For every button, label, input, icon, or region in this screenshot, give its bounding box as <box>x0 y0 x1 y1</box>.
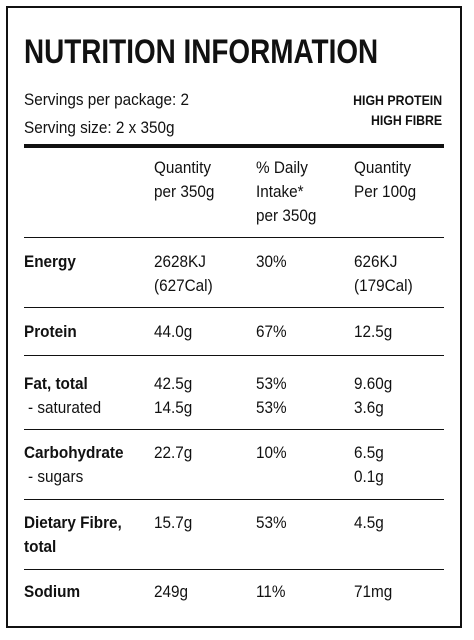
fat-per-serving: 42.5g <box>154 374 193 393</box>
protein-per-serving: 44.0g <box>154 322 193 341</box>
header-quantity-serving-2: per 350g <box>154 182 215 201</box>
energy-daily-intake: 30% <box>256 252 287 271</box>
energy-label: Energy <box>24 252 76 271</box>
divider <box>24 429 444 430</box>
carbohydrate-label: Carbohydrate <box>24 443 124 462</box>
energy-per-100g-kj: 626KJ <box>354 252 398 271</box>
claim-high-fibre: HIGH FIBRE <box>370 112 442 128</box>
fat-daily-intake: 53% <box>256 374 287 393</box>
sodium-label: Sodium <box>24 582 81 601</box>
protein-daily-intake: 67% <box>256 322 287 341</box>
header-quantity-100g-2: Per 100g <box>354 182 417 201</box>
divider <box>24 499 444 500</box>
fat-label: Fat, total <box>24 374 88 393</box>
nutrition-panel: NUTRITION INFORMATION Servings per packa… <box>6 6 462 628</box>
sodium-per-100g: 71mg <box>354 582 393 601</box>
header-quantity-serving-1: Quantity <box>154 158 211 177</box>
fat-per-100g: 9.60g <box>354 374 393 393</box>
sodium-daily-intake: 11% <box>256 582 286 601</box>
energy-per-100g-cal: (179Cal) <box>354 276 413 295</box>
fibre-label-2: total <box>24 537 57 556</box>
claim-high-protein: HIGH PROTEIN <box>353 92 442 108</box>
energy-per-serving-kj: 2628KJ <box>154 252 206 271</box>
panel-title: NUTRITION INFORMATION <box>24 33 379 71</box>
protein-label: Protein <box>24 322 77 341</box>
carbohydrate-per-100g: 6.5g <box>354 443 384 462</box>
header-daily-intake-1: % Daily <box>256 158 308 177</box>
divider-thick <box>24 144 444 148</box>
header-daily-intake-2: Intake* <box>256 182 304 201</box>
saturated-label: - saturated <box>28 398 102 417</box>
fibre-label-1: Dietary Fibre, <box>24 513 122 532</box>
header-quantity-100g-1: Quantity <box>354 158 411 177</box>
divider <box>24 307 444 308</box>
divider <box>24 237 444 238</box>
sugars-per-100g: 0.1g <box>354 467 384 486</box>
fibre-per-100g: 4.5g <box>354 513 384 532</box>
fibre-daily-intake: 53% <box>256 513 287 532</box>
saturated-daily-intake: 53% <box>256 398 287 417</box>
carbohydrate-per-serving: 22.7g <box>154 443 193 462</box>
carbohydrate-daily-intake: 10% <box>256 443 287 462</box>
fibre-per-serving: 15.7g <box>154 513 193 532</box>
header-daily-intake-3: per 350g <box>256 206 317 225</box>
divider <box>24 569 444 570</box>
divider <box>24 355 444 356</box>
protein-per-100g: 12.5g <box>354 322 393 341</box>
servings-per-package: Servings per package: 2 <box>24 90 190 109</box>
claims: HIGH PROTEIN HIGH FIBRE <box>353 90 442 130</box>
sodium-per-serving: 249g <box>154 582 189 601</box>
sugars-label: - sugars <box>28 467 84 486</box>
energy-per-serving-cal: (627Cal) <box>154 276 213 295</box>
saturated-per-serving: 14.5g <box>154 398 193 417</box>
saturated-per-100g: 3.6g <box>354 398 384 417</box>
serving-size: Serving size: 2 x 350g <box>24 118 175 137</box>
